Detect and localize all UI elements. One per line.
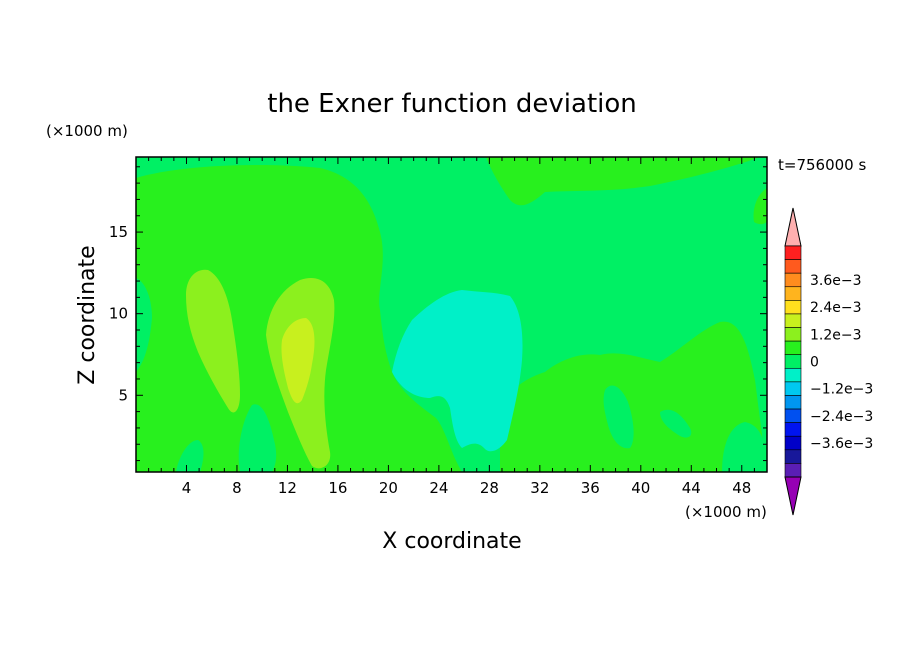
colorbar-bottom-arrow <box>784 476 802 516</box>
x-axis-label: X coordinate <box>382 529 521 554</box>
colorbar-label: 0 <box>810 355 819 371</box>
time-label: t=756000 s <box>778 156 866 174</box>
x-tick-label: 32 <box>530 479 549 497</box>
colorbar-band <box>784 313 802 328</box>
region-positive-top <box>486 157 760 206</box>
colorbar-band <box>784 259 802 274</box>
colorbar-labels: 3.6e−3 2.4e−3 1.2e−3 0 −1.2e−3 −2.4e−3 −3.6e−3 <box>810 273 873 452</box>
colorbar-label: −1.2e−3 <box>810 382 873 398</box>
region-negative-left-patch <box>136 278 152 372</box>
y-tick-label: 15 <box>109 223 128 241</box>
x-tick-label: 36 <box>581 479 600 497</box>
colorbar-label: −2.4e−3 <box>810 409 873 425</box>
y-axis-label: Z coordinate <box>75 245 100 384</box>
region-positive-lower-right <box>500 321 767 472</box>
colorbar-top-arrow <box>784 207 802 247</box>
x-unit-label: (×1000 m) <box>685 503 767 521</box>
colorbar-band <box>784 272 802 288</box>
x-tick-label: 16 <box>328 479 347 497</box>
region-negative-lower-right-patch <box>603 385 634 449</box>
y-unit-label: (×1000 m) <box>46 122 128 140</box>
colorbar-band <box>784 408 802 423</box>
colorbar-band <box>784 449 802 464</box>
colorbar-label: 2.4e−3 <box>810 300 862 316</box>
colorbar-band <box>784 463 802 478</box>
region-positive-plume-core <box>281 318 315 404</box>
x-tick-label: 24 <box>429 479 448 497</box>
region-negative-bottom-patch-1 <box>176 440 204 472</box>
x-tick-label: 40 <box>631 479 650 497</box>
colorbar-band <box>784 395 802 410</box>
region-positive-plume-left <box>186 269 240 413</box>
region-positive-right-edge <box>753 188 767 225</box>
colorbar-band <box>784 300 802 315</box>
plot-area <box>136 157 767 472</box>
colorbar-band <box>784 422 802 437</box>
y-tick-label: 5 <box>118 386 128 404</box>
x-tick-label: 4 <box>182 479 192 497</box>
colorbar-band <box>784 286 802 301</box>
colorbar-label: 1.2e−3 <box>810 327 862 343</box>
colorbar-label: −3.6e−3 <box>810 436 873 452</box>
colorbar-label: 3.6e−3 <box>810 273 862 289</box>
region-negative-small-patch <box>660 409 692 438</box>
colorbar <box>784 207 802 516</box>
x-tick-label: 20 <box>379 479 398 497</box>
colorbar-band <box>784 340 802 356</box>
x-tick-label: 28 <box>480 479 499 497</box>
colorbar-band <box>784 327 802 342</box>
colorbar-band <box>784 367 802 383</box>
chart-title: the Exner function deviation <box>267 89 637 119</box>
region-negative-mid <box>392 290 523 452</box>
x-tick-label: 44 <box>682 479 701 497</box>
colorbar-band <box>784 381 802 396</box>
colorbar-band <box>784 435 802 451</box>
axis-ticks <box>135 157 768 472</box>
y-tick-label: 10 <box>109 305 128 323</box>
colorbar-band <box>784 245 802 260</box>
colorbar-band <box>784 354 802 369</box>
x-tick-label: 8 <box>232 479 242 497</box>
x-tick-label: 12 <box>278 479 297 497</box>
region-negative-corner-patch <box>722 422 767 472</box>
x-tick-label: 48 <box>732 479 751 497</box>
region-negative-bottom-patch-2 <box>238 404 277 472</box>
